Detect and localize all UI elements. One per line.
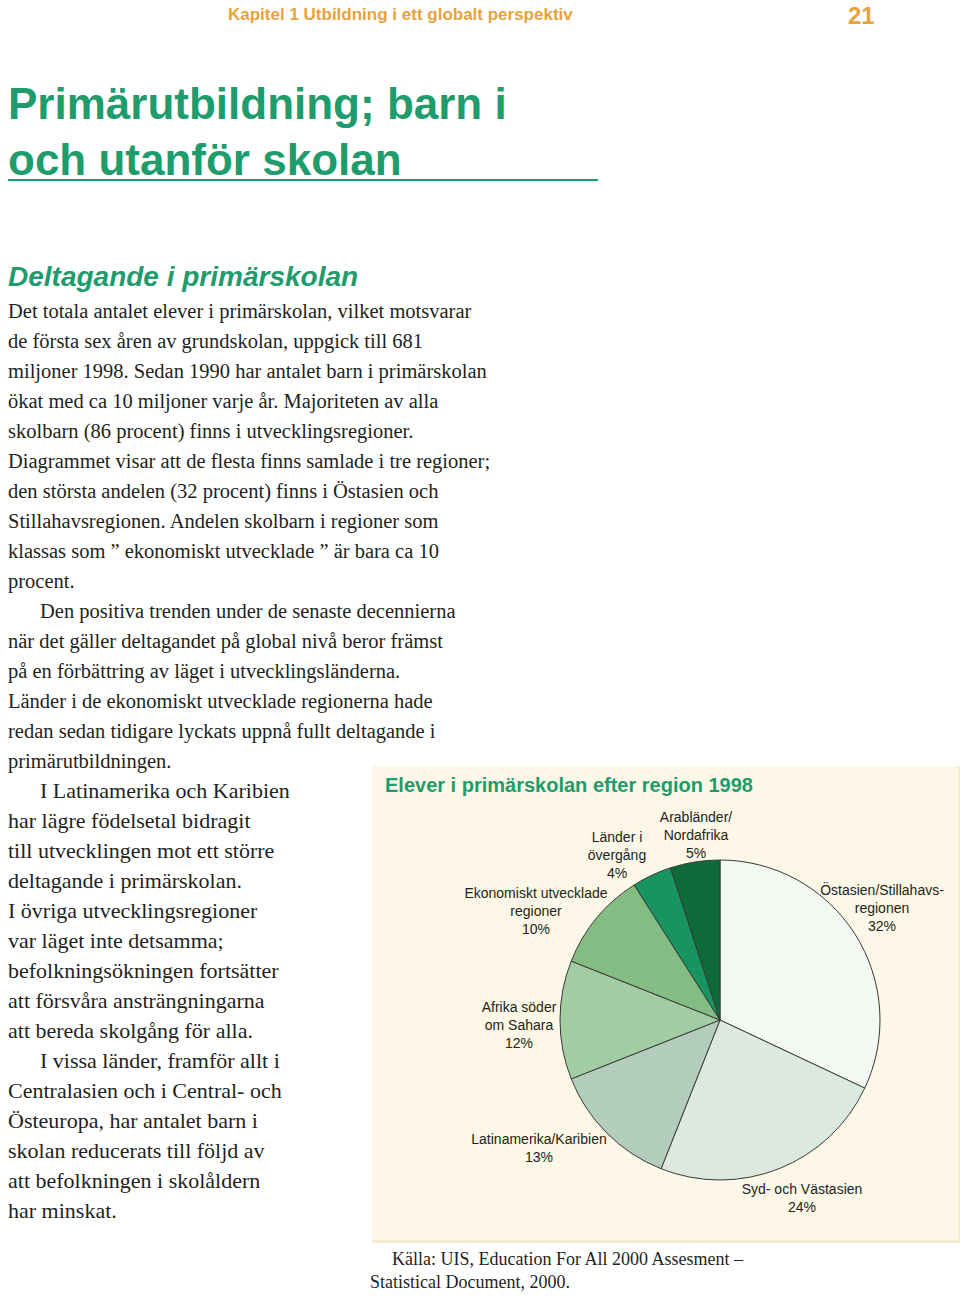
html-text:Deltagande i primärskolan: Deltagande i primärskolan bbox=[8, 261, 359, 292]
html-text:Källa: UIS, Education For All: Källa: UIS, Education For All 2000 Asses… bbox=[392, 1249, 743, 1269]
html-text:primärutbildningen.: primärutbildningen. bbox=[8, 750, 172, 772]
html-text:befolkningsökningen fortsätter: befolkningsökningen fortsätter bbox=[8, 958, 279, 983]
svg-text:Syd- och Västasien: Syd- och Västasien bbox=[742, 1181, 863, 1197]
html-text:deltagande i primärskolan.: deltagande i primärskolan. bbox=[8, 868, 242, 893]
svg-text:5%: 5% bbox=[686, 845, 706, 861]
svg-text:12%: 12% bbox=[505, 1035, 533, 1051]
html-text:Primärutbildning; barn i: Primärutbildning; barn i bbox=[8, 79, 507, 128]
html-text:klassas som ” ekonomiskt utvec: klassas som ” ekonomiskt utvecklade ” är… bbox=[8, 540, 439, 562]
html-text:skolbarn (86 procent) finns i: skolbarn (86 procent) finns i utveckling… bbox=[8, 420, 414, 442]
svg-text:13%: 13% bbox=[525, 1149, 553, 1165]
html-text:att befolkningen i skolåldern: att befolkningen i skolåldern bbox=[8, 1168, 261, 1193]
svg-text:Länder i: Länder i bbox=[592, 829, 643, 845]
html-text:har minskat.: har minskat. bbox=[8, 1198, 117, 1223]
svg-text:Arabländer/: Arabländer/ bbox=[660, 809, 732, 825]
html-text:I vissa länder, framför allt i: I vissa länder, framför allt i bbox=[40, 1048, 280, 1073]
html-text:de första sex åren av grundsko: de första sex åren av grundskolan, uppgi… bbox=[8, 330, 423, 352]
html-text:Kapitel 1 Utbildning i ett glo: Kapitel 1 Utbildning i ett globalt persp… bbox=[228, 5, 573, 24]
html-text:Stillahavsregionen. Andelen sk: Stillahavsregionen. Andelen skolbarn i r… bbox=[8, 510, 439, 532]
html-text:Statistical Document, 2000.: Statistical Document, 2000. bbox=[370, 1272, 570, 1292]
html-text:att försvåra ansträngningarna: att försvåra ansträngningarna bbox=[8, 988, 265, 1013]
html-text:Centralasien och i Central- oc: Centralasien och i Central- och bbox=[8, 1078, 282, 1103]
svg-text:övergång: övergång bbox=[588, 847, 646, 863]
html-text:ökat med ca 10 miljoner varje: ökat med ca 10 miljoner varje år. Majori… bbox=[8, 390, 439, 412]
svg-text:om Sahara: om Sahara bbox=[485, 1017, 554, 1033]
svg-text:Afrika söder: Afrika söder bbox=[482, 999, 557, 1015]
svg-text:Ekonomiskt utvecklade: Ekonomiskt utvecklade bbox=[464, 885, 607, 901]
html-text:procent.: procent. bbox=[8, 570, 75, 592]
svg-text:regionen: regionen bbox=[855, 900, 910, 916]
html-text:Länder i de ekonomiskt utveckl: Länder i de ekonomiskt utvecklade region… bbox=[8, 690, 433, 712]
svg-text:Latinamerika/Karibien: Latinamerika/Karibien bbox=[471, 1131, 606, 1147]
html-text:miljoner 1998. Sedan 1990 har: miljoner 1998. Sedan 1990 har antalet ba… bbox=[8, 360, 487, 382]
html-text:21: 21 bbox=[848, 2, 875, 29]
svg-text:32%: 32% bbox=[868, 918, 896, 934]
html-text:Den positiva trenden under de: Den positiva trenden under de senaste de… bbox=[40, 600, 456, 622]
svg-text:10%: 10% bbox=[522, 921, 550, 937]
svg-text:Nordafrika: Nordafrika bbox=[664, 827, 729, 843]
html-text:Diagrammet visar att de flesta: Diagrammet visar att de flesta finns sam… bbox=[8, 450, 491, 472]
html-text:på en förbättring av läget i u: på en förbättring av läget i utvecklings… bbox=[8, 660, 401, 682]
html-text:Det totala antalet elever i pr: Det totala antalet elever i primärskolan… bbox=[8, 300, 472, 322]
svg-text:Elever i primärskolan efter re: Elever i primärskolan efter region 1998 bbox=[385, 774, 753, 796]
html-text:och utanför skolan: och utanför skolan bbox=[8, 135, 402, 184]
html-text:har lägre födelsetal bidragit: har lägre födelsetal bidragit bbox=[8, 808, 251, 833]
html-text:I Latinamerika och Karibien: I Latinamerika och Karibien bbox=[40, 778, 290, 803]
html-text:skolan reducerats till följd a: skolan reducerats till följd av bbox=[8, 1138, 265, 1163]
svg-text:4%: 4% bbox=[607, 865, 627, 881]
html-text:redan sedan tidigare lyckats u: redan sedan tidigare lyckats uppnå fullt… bbox=[8, 720, 436, 742]
svg-text:Östasien/Stillahavs-: Östasien/Stillahavs- bbox=[820, 881, 944, 898]
html-text:den största andelen (32 procen: den största andelen (32 procent) finns i… bbox=[8, 480, 439, 502]
html-text:till utvecklingen mot ett stör: till utvecklingen mot ett större bbox=[8, 838, 275, 863]
html-text:var läget inte detsamma;: var läget inte detsamma; bbox=[8, 928, 224, 953]
svg-text:regioner: regioner bbox=[510, 903, 562, 919]
html-text:Östeuropa, har antalet barn i: Östeuropa, har antalet barn i bbox=[8, 1108, 258, 1133]
html-text:när det gäller deltagandet på: när det gäller deltagandet på global niv… bbox=[8, 630, 443, 652]
svg-text:24%: 24% bbox=[788, 1199, 816, 1215]
html-text:I övriga utvecklingsregioner: I övriga utvecklingsregioner bbox=[8, 898, 258, 923]
html-text:att bereda skolgång för alla.: att bereda skolgång för alla. bbox=[8, 1018, 253, 1043]
